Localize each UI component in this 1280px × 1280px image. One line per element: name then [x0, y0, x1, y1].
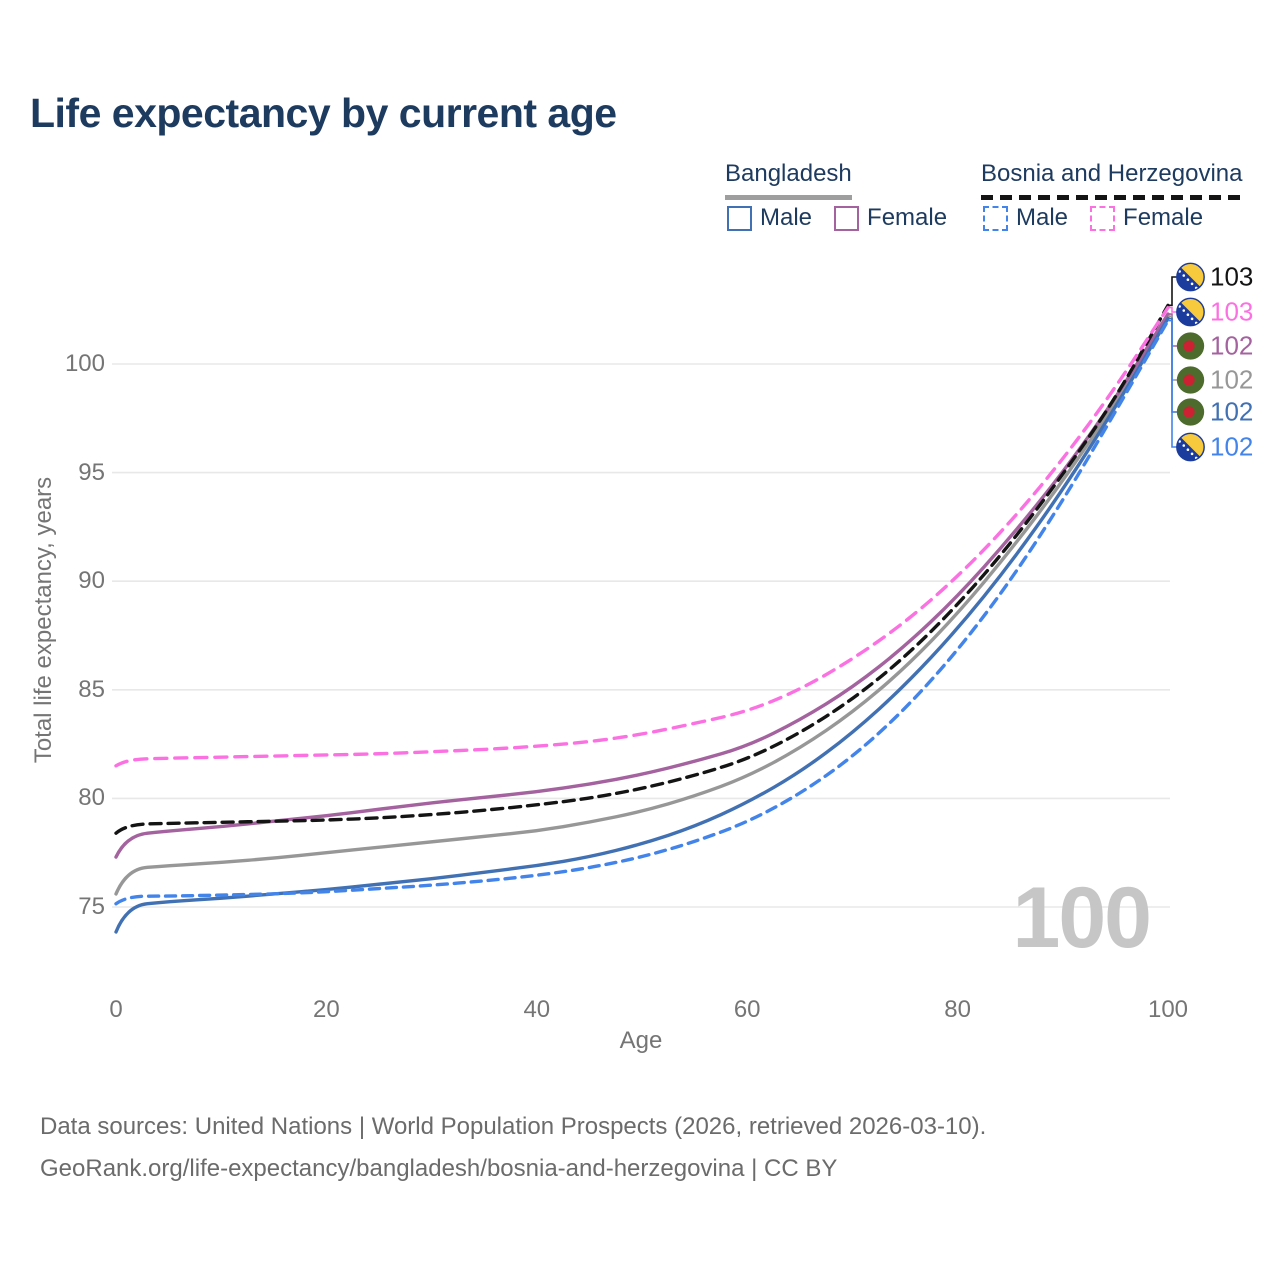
y-tick-95: 95 [78, 458, 105, 486]
y-tick-75: 75 [78, 893, 105, 920]
legend-swatch-bosnia-female[interactable] [1090, 205, 1116, 231]
bosnia-flag-icon [1176, 432, 1205, 462]
series-line-bosnia-and-herzegovina-male [114, 318, 1170, 906]
legend-swatch-bosnia-male[interactable] [983, 205, 1008, 231]
legend-underline-bangladesh [725, 195, 852, 200]
end-label-row-bosnia-and-herzegovina-total: 103 [1176, 262, 1253, 293]
end-label-value: 103 [1210, 296, 1254, 327]
bosnia-flag-icon [1176, 297, 1205, 327]
legend-label-bosnia-male[interactable]: Male [1016, 204, 1069, 231]
end-label-row-bangladesh-male: 102 [1176, 397, 1253, 428]
bangladesh-flag-icon [1176, 398, 1205, 426]
x-tick-100: 100 [1147, 996, 1189, 1023]
legend-swatch-bangladesh-female[interactable] [834, 205, 860, 231]
end-label-row-bosnia-and-herzegovina-male: 102 [1176, 432, 1253, 463]
x-tick-80: 80 [944, 996, 971, 1023]
legend-label-bangladesh-male[interactable]: Male [760, 204, 813, 231]
end-label-value: 102 [1210, 396, 1254, 427]
legend-country-bosnia[interactable]: Bosnia and Herzegovina [981, 160, 1243, 187]
footer-link: GeoRank.org/life-expectancy/bangladesh/b… [40, 1155, 838, 1182]
legend-group-bosnia: Bosnia and Herzegovina Male Female [981, 160, 1243, 231]
y-axis-title: Total life expectancy, years [30, 476, 57, 764]
end-label-value: 102 [1210, 364, 1254, 395]
x-tick-20: 20 [313, 996, 340, 1023]
series-line-bangladesh-male [114, 316, 1170, 934]
x-tick-60: 60 [733, 996, 761, 1023]
end-label-leader-5 [1168, 319, 1177, 448]
end-label-leader-1 [1168, 306, 1177, 313]
x-tick-40: 40 [523, 996, 551, 1023]
legend-group-bangladesh: Bangladesh Male Female [725, 160, 947, 231]
legend-country-bangladesh[interactable]: Bangladesh [725, 160, 852, 187]
series-line-bangladesh-total [114, 314, 1170, 896]
x-axis-title: Age [619, 1027, 663, 1054]
bangladesh-flag-icon [1176, 366, 1205, 394]
y-tick-80: 80 [78, 784, 105, 812]
bangladesh-flag-icon [1176, 332, 1205, 360]
age-watermark: 100 [1013, 870, 1151, 966]
end-label-row-bosnia-and-herzegovina-female: 103 [1176, 297, 1253, 328]
end-label-row-bangladesh-female: 102 [1176, 331, 1253, 362]
series-line-bangladesh-female [114, 312, 1170, 859]
end-label-leader-0 [1168, 276, 1177, 307]
chart-title: Life expectancy by current age [30, 90, 617, 136]
legend-label-bosnia-female[interactable]: Female [1123, 204, 1204, 231]
legend-label-bangladesh-female[interactable]: Female [867, 204, 948, 231]
y-tick-85: 85 [78, 675, 105, 703]
end-label-value: 102 [1210, 330, 1254, 361]
bosnia-flag-icon [1176, 262, 1205, 292]
y-tick-90: 90 [78, 567, 105, 595]
footer-sources: Data sources: United Nations | World Pop… [40, 1113, 987, 1140]
footer: Data sources: United Nations | World Pop… [40, 1106, 986, 1190]
legend-swatch-bangladesh-male[interactable] [727, 205, 752, 231]
end-label-row-bangladesh-total: 102 [1176, 365, 1253, 396]
legend-underline-bosnia [981, 195, 1243, 200]
series-line-bosnia-and-herzegovina-female [114, 305, 1170, 768]
end-label-value: 103 [1210, 261, 1254, 292]
end-label-value: 102 [1210, 431, 1254, 462]
series-line-bosnia-and-herzegovina-total [114, 303, 1170, 835]
x-tick-0: 0 [109, 996, 123, 1023]
y-tick-100: 100 [64, 350, 105, 377]
